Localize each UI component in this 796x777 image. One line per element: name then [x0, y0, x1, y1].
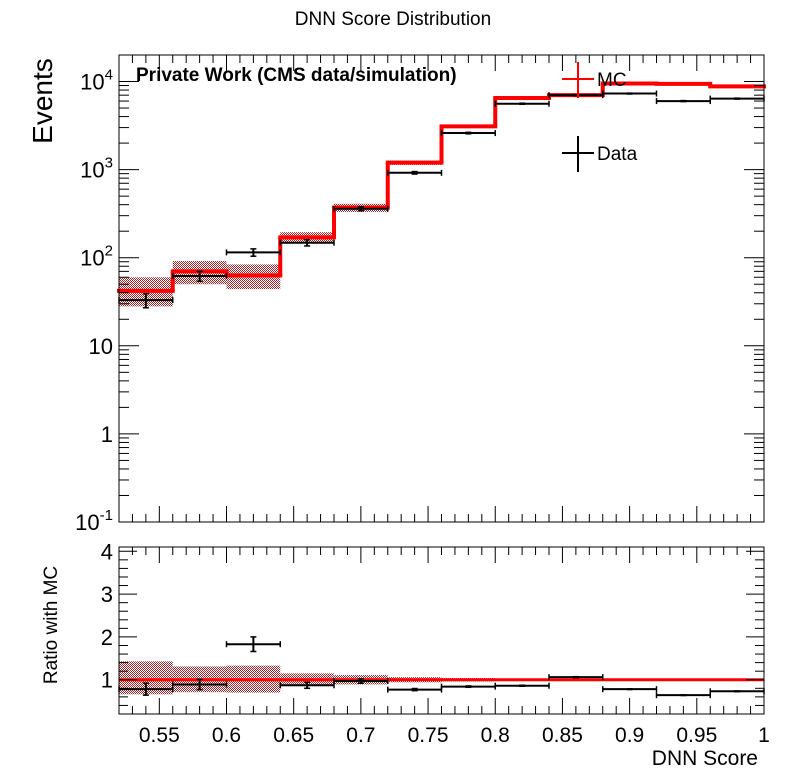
ratio-x-tick-label-7: 0.9 — [615, 724, 644, 747]
data-point-10 — [655, 98, 711, 105]
data-point-0 — [118, 292, 174, 309]
legend-mc-label: MC — [597, 70, 627, 91]
main-y-axis-label: Events — [27, 58, 58, 144]
data-point-7 — [494, 100, 550, 107]
ratio-x-tick-label-8: 0.95 — [676, 724, 717, 747]
data-point-6 — [440, 130, 496, 137]
ratio-point-6 — [440, 683, 496, 690]
ratio-x-tick-label-3: 0.7 — [346, 724, 375, 747]
ratio-point-2 — [225, 636, 281, 653]
x-axis-label: DNN Score — [652, 747, 758, 770]
main-y-tick-label-2: 10 — [89, 334, 113, 359]
main-y-tick-label-5: 104 — [80, 67, 113, 95]
ratio-point-5 — [387, 686, 443, 693]
private-work-annotation: Private Work (CMS data/simulation) — [136, 65, 457, 86]
data-point-8 — [548, 92, 604, 99]
data-point-3 — [279, 238, 335, 247]
chart-title: DNN Score Distribution — [295, 9, 491, 30]
main-panel: 10-1 1 10 102 103 104 Events Private Work (CM… — [27, 54, 766, 535]
ratio-x-tick-label-5: 0.8 — [481, 724, 510, 747]
ratio-y-tick-label-0: 1 — [101, 668, 113, 693]
ratio-y-axis-label: Ratio with MC — [41, 566, 62, 684]
data-point-2 — [225, 248, 281, 257]
ratio-x-tick-label-2: 0.65 — [273, 724, 314, 747]
main-y-ticks: 10-1 1 10 102 103 104 — [75, 54, 764, 535]
main-x-ticks — [118, 55, 765, 522]
ratio-x-tick-label-9: 1 — [758, 724, 770, 747]
ratio-point-10 — [655, 692, 711, 699]
main-y-tick-label-4: 103 — [80, 155, 113, 183]
ratio-panel: 0.55 0.6 0.65 0.7 0.75 0.8 0.85 0.9 0.95 1 1 2 3 4 R… — [41, 539, 770, 770]
legend: MC Data — [562, 62, 638, 172]
ratio-point-8 — [548, 674, 604, 681]
data-points — [118, 90, 765, 309]
ratio-point-9 — [602, 686, 658, 693]
ratio-y-tick-label-1: 2 — [101, 625, 113, 650]
ratio-point-4 — [333, 678, 389, 685]
ratio-point-11 — [709, 688, 765, 695]
ratio-points — [118, 636, 765, 699]
ratio-x-tick-label-6: 0.85 — [542, 724, 583, 747]
data-point-5 — [387, 169, 443, 176]
legend-data-label: Data — [597, 144, 638, 165]
main-y-tick-label-3: 102 — [80, 243, 113, 271]
legend-entry-mc: MC — [562, 62, 627, 98]
data-point-4 — [333, 205, 389, 212]
mc-histogram — [117, 81, 766, 293]
legend-entry-data: Data — [562, 136, 638, 172]
ratio-x-tick-label-1: 0.6 — [212, 724, 241, 747]
ratio-y-ticks: 1 2 3 4 — [101, 539, 764, 706]
ratio-point-1 — [172, 678, 228, 691]
ratio-x-ticks: 0.55 0.6 0.65 0.7 0.75 0.8 0.85 0.9 0.95 1 — [118, 547, 770, 747]
main-y-tick-label-1: 1 — [101, 422, 113, 447]
ratio-y-tick-label-2: 3 — [101, 582, 113, 607]
ratio-x-tick-label-0: 0.55 — [139, 724, 180, 747]
main-y-tick-label-0: 10-1 — [75, 507, 113, 535]
data-point-1 — [172, 270, 228, 283]
ratio-point-7 — [494, 682, 550, 689]
data-point-9 — [602, 90, 658, 97]
ratio-y-tick-label-3: 4 — [101, 539, 113, 564]
ratio-x-tick-label-4: 0.75 — [408, 724, 449, 747]
